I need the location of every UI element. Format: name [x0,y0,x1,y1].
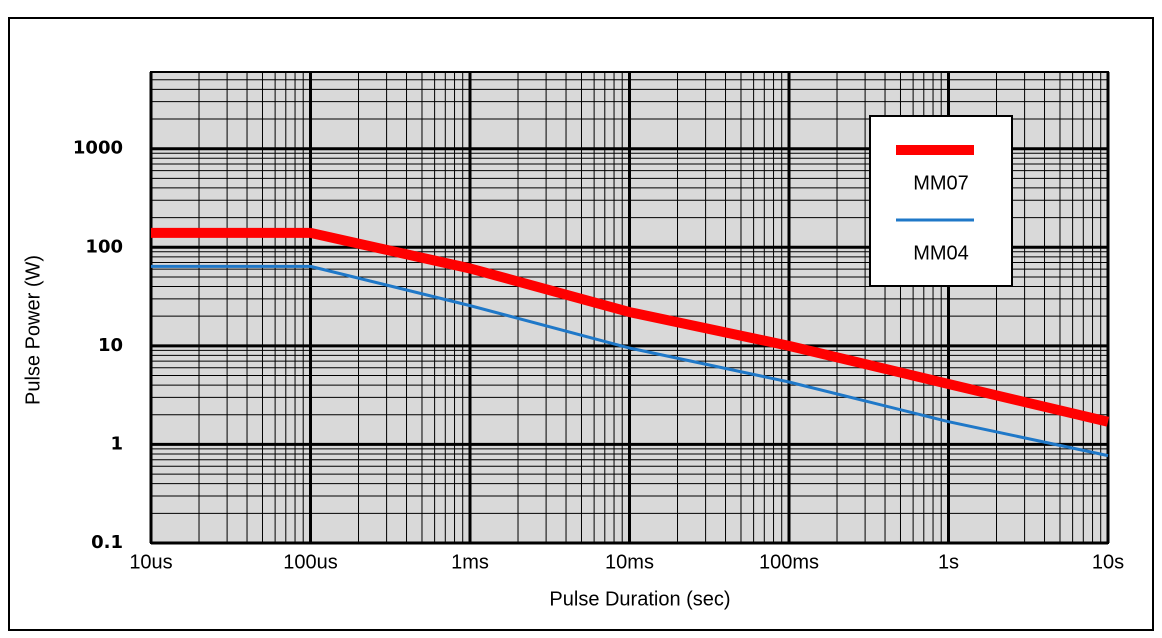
y-tick-label: 100 [85,236,123,257]
legend-label: MM04 [913,242,969,264]
legend-label: MM07 [913,172,969,194]
x-tick-label: 100us [283,551,338,573]
line-series [151,264,1109,458]
x-tick-label: 1s [938,551,959,573]
legend-box [869,115,1013,287]
y-tick-label: 1 [110,433,123,454]
x-tick-label: 10ms [605,551,654,573]
line-series [151,227,1110,427]
x-axis-label: Pulse Duration (sec) [549,588,730,610]
x-tick-label: 100ms [759,551,819,573]
y-tick-label: 10 [98,335,123,356]
x-tick-label: 10s [1092,551,1124,573]
y-tick-label: 0.1 [91,532,123,553]
x-tick-label: 1ms [451,551,489,573]
y-tick-label: 1000 [73,138,123,159]
y-axis-label: Pulse Power (W) [22,255,44,405]
x-tick-label: 10us [129,551,172,573]
